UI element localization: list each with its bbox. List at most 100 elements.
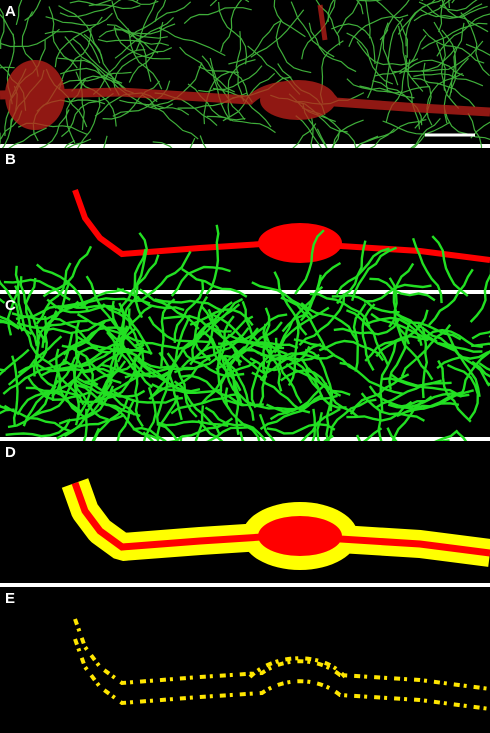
fiber — [48, 6, 78, 69]
fiber — [79, 297, 151, 308]
fiber — [374, 0, 409, 58]
fiber — [0, 7, 5, 50]
fiber — [127, 28, 163, 90]
fiber — [102, 80, 160, 120]
fiber — [325, 398, 377, 445]
fiber — [315, 0, 341, 46]
fiber — [129, 1, 192, 39]
fiber — [113, 27, 152, 82]
fiber — [211, 313, 273, 354]
fiber — [58, 5, 103, 60]
panel-label: B — [5, 151, 16, 168]
fiber — [76, 383, 141, 418]
fiber — [367, 29, 389, 99]
fiber — [220, 0, 243, 53]
fiber — [266, 422, 336, 435]
fiber — [22, 378, 76, 427]
fiber — [309, 292, 371, 328]
fiber — [0, 315, 33, 336]
fibers — [0, 224, 490, 506]
fiber — [327, 0, 335, 22]
fiber — [418, 1, 483, 20]
fiber — [357, 0, 424, 2]
fiber — [139, 288, 200, 330]
fiber — [331, 23, 376, 65]
fiber — [50, 317, 111, 354]
fiber — [7, 335, 63, 386]
fiber — [348, 14, 409, 47]
fiber — [387, 18, 404, 86]
fiber — [116, 295, 140, 363]
fiber — [41, 367, 113, 377]
fiber — [273, 271, 308, 336]
fiber — [411, 77, 476, 108]
fiber — [273, 0, 306, 38]
fiber — [460, 12, 490, 77]
fiber — [11, 300, 80, 321]
fiber — [223, 355, 255, 421]
fiber — [61, 71, 132, 86]
fiber — [85, 275, 128, 336]
fiber — [300, 358, 347, 409]
fiber — [63, 385, 115, 438]
fiber — [398, 25, 424, 92]
fiber — [356, 0, 364, 15]
fiber — [16, 319, 88, 330]
fiber — [318, 339, 385, 362]
fiber — [458, 349, 490, 398]
fiber — [58, 380, 113, 425]
fiber — [51, 345, 99, 398]
fiber — [250, 9, 305, 58]
fiber — [439, 0, 478, 12]
fiber — [220, 355, 264, 407]
fiber — [335, 247, 390, 296]
fiber — [170, 265, 231, 297]
fiber — [48, 319, 107, 364]
fiber — [0, 13, 16, 44]
fiber — [11, 355, 19, 427]
fiber — [205, 224, 220, 295]
fiber — [419, 5, 488, 18]
fiber — [308, 22, 357, 73]
fiber — [0, 348, 30, 376]
fiber — [346, 32, 394, 85]
fiber — [438, 342, 481, 398]
fiber — [73, 350, 81, 423]
fiber — [133, 248, 147, 319]
fiber — [54, 16, 103, 68]
fiber — [209, 326, 267, 375]
fiber — [436, 350, 490, 370]
fiber — [469, 265, 490, 323]
fiber — [198, 66, 253, 103]
fiber — [106, 23, 176, 35]
panel-d: D — [0, 441, 490, 583]
fiber — [299, 261, 342, 322]
fiber — [251, 281, 314, 319]
fiber — [413, 73, 484, 87]
fiber — [471, 360, 490, 378]
fiber — [298, 293, 346, 346]
fiber — [227, 333, 299, 350]
fiber — [235, 313, 288, 362]
fiber — [379, 0, 410, 41]
fiber — [471, 330, 490, 340]
fiber — [113, 25, 171, 60]
fiber — [24, 0, 42, 21]
panel-e: E — [0, 587, 490, 733]
fiber — [364, 0, 371, 39]
fiber — [364, 316, 423, 346]
fiber — [345, 309, 390, 367]
fiber — [61, 92, 114, 138]
panel-label: D — [5, 444, 16, 461]
fiber — [382, 120, 450, 135]
fiber — [142, 94, 199, 140]
fiber — [154, 0, 167, 22]
panel-c: C — [0, 224, 490, 506]
fiber — [3, 404, 72, 433]
fiber — [139, 250, 192, 302]
fiber — [206, 115, 276, 134]
fiber — [441, 29, 457, 98]
fiber — [101, 327, 137, 391]
fiber — [97, 304, 153, 353]
